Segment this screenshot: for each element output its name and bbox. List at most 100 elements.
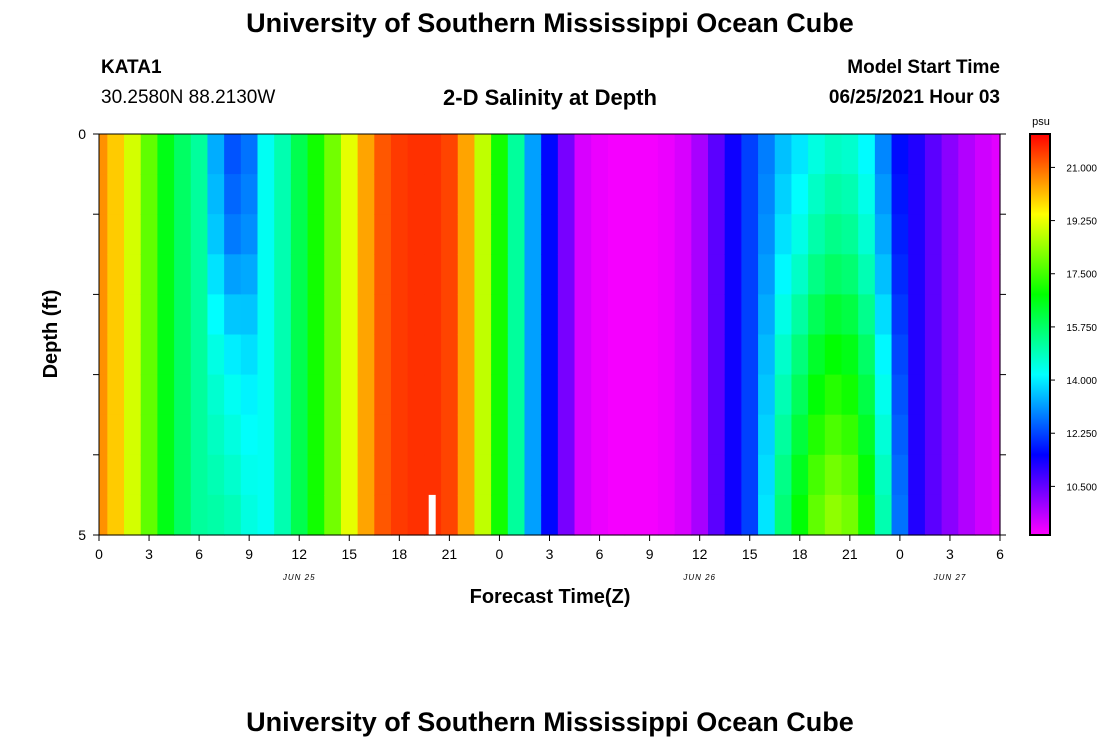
heatmap-cell: [908, 414, 926, 456]
heatmap-cell: [624, 294, 642, 336]
heatmap-cell: [474, 254, 492, 295]
heatmap-cell: [374, 174, 392, 215]
heatmap-cell: [691, 254, 709, 295]
heatmap-cell: [491, 254, 509, 295]
heatmap-cell: [791, 414, 809, 456]
heatmap-cell: [99, 334, 108, 376]
heatmap-cell: [974, 214, 993, 255]
heatmap-cell: [307, 294, 325, 336]
heatmap-cell: [657, 134, 676, 175]
colorbar-gradient: [1029, 133, 1051, 536]
heatmap-cell: [224, 294, 242, 336]
heatmap-cell: [491, 134, 509, 175]
heatmap-cell: [99, 374, 108, 416]
heatmap-cell: [924, 134, 943, 175]
heatmap-cell: [691, 174, 709, 215]
heatmap-cell: [891, 294, 909, 336]
heatmap-cell: [691, 134, 709, 175]
heatmap-cell: [224, 254, 242, 295]
heatmap-cell: [741, 494, 759, 536]
heatmap-cell: [407, 214, 425, 255]
heatmap-cell: [641, 214, 659, 255]
heatmap-cell: [624, 174, 642, 215]
heatmap-cell: [758, 454, 776, 496]
heatmap-cell: [107, 254, 125, 295]
heatmap-cell: [224, 494, 242, 536]
heatmap-cell: [374, 254, 392, 295]
heatmap-cell: [324, 214, 342, 255]
heatmap-cell: [924, 254, 943, 295]
heatmap-cell: [457, 294, 476, 336]
heatmap-cell: [224, 334, 242, 376]
heatmap-cell: [274, 414, 292, 456]
heatmap-cell: [674, 374, 692, 416]
heatmap-cell: [390, 494, 409, 536]
heatmap-cell: [407, 414, 425, 456]
heatmap-cell: [991, 334, 1001, 376]
heatmap-cell: [808, 214, 826, 255]
heatmap-cell: [557, 454, 576, 496]
x-tick-label: 21: [842, 546, 858, 562]
heatmap-cell: [507, 254, 526, 295]
heatmap-cell: [758, 414, 776, 456]
heatmap-cell: [841, 374, 859, 416]
heatmap-cell: [290, 214, 309, 255]
x-tick-label: 0: [95, 546, 103, 562]
heatmap-cell: [474, 174, 492, 215]
heatmap-cell: [824, 334, 843, 376]
heatmap-cell: [841, 334, 859, 376]
heatmap-cell: [474, 294, 492, 336]
heatmap-cell: [524, 134, 542, 175]
heatmap-cell: [841, 414, 859, 456]
heatmap-cell: [157, 214, 175, 255]
heatmap-cell: [674, 214, 692, 255]
heatmap-cell: [407, 254, 425, 295]
heatmap-cell: [507, 494, 526, 536]
x-tick-label: 6: [195, 546, 203, 562]
heatmap-cell: [457, 254, 476, 295]
heatmap-cell: [891, 374, 909, 416]
heatmap-cell: [908, 174, 926, 215]
heatmap-cell: [174, 214, 192, 255]
heatmap-cell: [574, 214, 592, 255]
heatmap-cell: [741, 454, 759, 496]
heatmap-cell: [207, 254, 225, 295]
heatmap-cell: [424, 174, 442, 215]
heatmap-cell: [674, 494, 692, 536]
heatmap-cell: [724, 494, 742, 536]
model-start-value: 06/25/2021 Hour 03: [828, 87, 1000, 108]
heatmap-cell: [974, 294, 993, 336]
heatmap-cell: [124, 294, 142, 336]
heatmap-cell: [224, 414, 242, 456]
heatmap-cell: [107, 294, 125, 336]
heatmap-cell: [457, 334, 476, 376]
heatmap-cell: [424, 334, 442, 376]
heatmap-cell: [841, 494, 859, 536]
heatmap-cell: [657, 334, 676, 376]
heatmap-cell: [758, 174, 776, 215]
heatmap-cell: [124, 174, 142, 215]
heatmap-cell: [708, 414, 726, 456]
heatmap-cell: [307, 254, 325, 295]
heatmap-cell: [441, 294, 459, 336]
heatmap-cell: [524, 334, 542, 376]
heatmap-cell: [758, 134, 776, 175]
heatmap-cell: [591, 294, 609, 336]
heatmap-cell: [99, 134, 108, 175]
chart-subtitle: 2-D Salinity at Depth: [443, 85, 657, 110]
heatmap-cell: [908, 494, 926, 536]
heatmap-cell: [724, 334, 742, 376]
heatmap-cell: [207, 374, 225, 416]
heatmap-cell: [290, 334, 309, 376]
heatmap-cells: [99, 134, 1001, 536]
heatmap-cell: [991, 494, 1001, 536]
heatmap-cell: [641, 334, 659, 376]
heatmap-cell: [357, 454, 375, 496]
heatmap-cell: [274, 334, 292, 376]
heatmap-cell: [691, 294, 709, 336]
heatmap-cell: [941, 414, 959, 456]
heatmap-cell: [941, 214, 959, 255]
station-id: KATA1: [101, 57, 162, 78]
heatmap-cell: [624, 254, 642, 295]
